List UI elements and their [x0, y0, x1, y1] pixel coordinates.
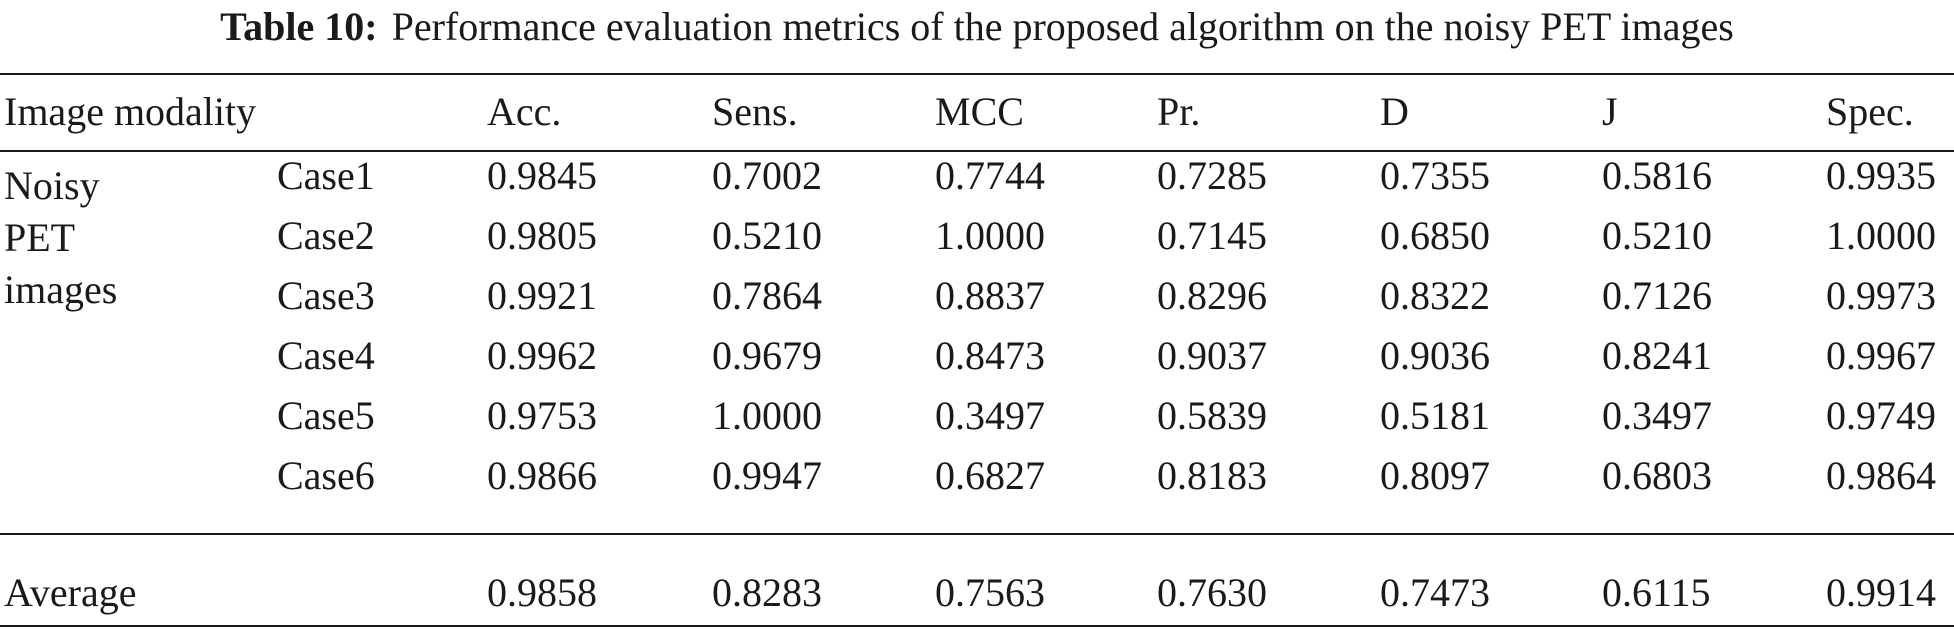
- table-cell: 0.9973: [1826, 273, 1936, 318]
- table-cell: 0.8183: [1157, 453, 1267, 498]
- table-number: Table 10:: [220, 4, 378, 49]
- header-rule: [0, 150, 1954, 152]
- table-row: Case1 0.9845 0.7002 0.7744 0.7285 0.7355…: [0, 146, 1954, 206]
- table-cell: 0.9037: [1157, 333, 1267, 378]
- table-cell: 0.8241: [1602, 333, 1712, 378]
- table-cell: 0.9749: [1826, 393, 1936, 438]
- table-cell: 0.9947: [712, 453, 822, 498]
- table-cell: 0.7285: [1157, 153, 1267, 198]
- average-cell: 0.9914: [1826, 570, 1936, 615]
- table-cell: 0.7864: [712, 273, 822, 318]
- header-metric: Acc.: [487, 89, 562, 134]
- table-cell: 0.7145: [1157, 213, 1267, 258]
- table-row: Case4 0.9962 0.9679 0.8473 0.9037 0.9036…: [0, 326, 1954, 386]
- table-cell: 0.9679: [712, 333, 822, 378]
- case-label: Case1: [277, 153, 375, 198]
- average-cell: 0.9858: [487, 570, 597, 615]
- case-label: Case2: [277, 213, 375, 258]
- average-label: Average: [4, 570, 137, 615]
- case-label: Case5: [277, 393, 375, 438]
- table-cell: 0.8322: [1380, 273, 1490, 318]
- table-cell: 0.9845: [487, 153, 597, 198]
- table-cell: 0.6827: [935, 453, 1045, 498]
- table-cell: 0.8473: [935, 333, 1045, 378]
- table-cell: 0.5816: [1602, 153, 1712, 198]
- table-cell: 0.7126: [1602, 273, 1712, 318]
- table-cell: 0.5181: [1380, 393, 1490, 438]
- header-metric: Pr.: [1157, 89, 1201, 134]
- average-cell: 0.8283: [712, 570, 822, 615]
- group-label-noisy-pet-images: Noisy PET images: [4, 160, 117, 316]
- table-cell: 0.6850: [1380, 213, 1490, 258]
- average-cell: 0.7563: [935, 570, 1045, 615]
- average-cell: 0.6115: [1602, 570, 1711, 615]
- average-rule: [0, 533, 1954, 535]
- table-cell: 0.7355: [1380, 153, 1490, 198]
- table-cell: 0.9864: [1826, 453, 1936, 498]
- table-cell: 0.9967: [1826, 333, 1936, 378]
- average-cell: 0.7630: [1157, 570, 1267, 615]
- table-cell: 0.9036: [1380, 333, 1490, 378]
- header-metric: Spec.: [1826, 89, 1914, 134]
- table-caption: Table 10: Performance evaluation metrics …: [0, 2, 1954, 52]
- table-title: Performance evaluation metrics of the pr…: [391, 4, 1734, 49]
- top-rule: [0, 73, 1954, 75]
- table-row: Case5 0.9753 1.0000 0.3497 0.5839 0.5181…: [0, 386, 1954, 446]
- group-label-line: PET: [4, 215, 76, 260]
- case-label: Case3: [277, 273, 375, 318]
- header-image-modality: Image modality: [4, 89, 257, 134]
- table-cell: 0.9935: [1826, 153, 1936, 198]
- bottom-rule: [0, 625, 1954, 627]
- table-cell: 0.5210: [712, 213, 822, 258]
- table-cell: 0.9962: [487, 333, 597, 378]
- table-cell: 0.3497: [935, 393, 1045, 438]
- table-cell: 0.8296: [1157, 273, 1267, 318]
- table-row: Case2 0.9805 0.5210 1.0000 0.7145 0.6850…: [0, 206, 1954, 266]
- table-cell: 0.5839: [1157, 393, 1267, 438]
- table-cell: 0.9805: [487, 213, 597, 258]
- table-row: Case6 0.9866 0.9947 0.6827 0.8183 0.8097…: [0, 446, 1954, 506]
- case-label: Case6: [277, 453, 375, 498]
- table-cell: 0.8097: [1380, 453, 1490, 498]
- table-cell: 0.9753: [487, 393, 597, 438]
- table-cell: 0.3497: [1602, 393, 1712, 438]
- average-cell: 0.7473: [1380, 570, 1490, 615]
- table-cell: 0.5210: [1602, 213, 1712, 258]
- table-cell: 0.8837: [935, 273, 1045, 318]
- header-metric: D: [1380, 89, 1409, 134]
- table-cell: 1.0000: [935, 213, 1045, 258]
- group-label-line: Noisy: [4, 163, 100, 208]
- table-cell: 0.9866: [487, 453, 597, 498]
- case-label: Case4: [277, 333, 375, 378]
- table-cell: 0.6803: [1602, 453, 1712, 498]
- table-cell: 1.0000: [1826, 213, 1936, 258]
- table-cell: 0.7744: [935, 153, 1045, 198]
- table-cell: 1.0000: [712, 393, 822, 438]
- header-metric: J: [1602, 89, 1618, 134]
- table-row: Case3 0.9921 0.7864 0.8837 0.8296 0.8322…: [0, 266, 1954, 326]
- header-metric: Sens.: [712, 89, 798, 134]
- table-cell: 0.9921: [487, 273, 597, 318]
- table-cell: 0.7002: [712, 153, 822, 198]
- group-label-line: images: [4, 267, 118, 312]
- header-metric: MCC: [935, 89, 1024, 134]
